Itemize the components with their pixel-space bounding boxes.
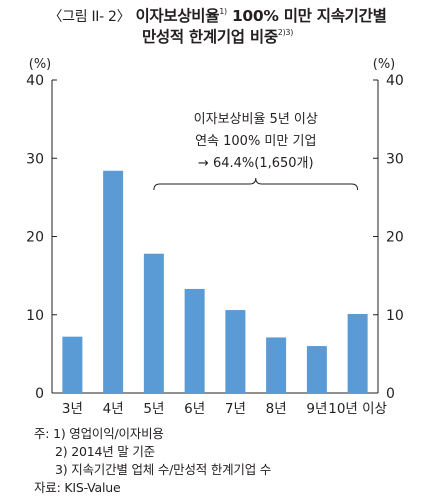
bar xyxy=(266,337,287,393)
y-tick-label-right: 10 xyxy=(386,308,404,324)
x-tick-label: 8년 xyxy=(266,401,287,417)
title-footnote-1: 1) xyxy=(219,7,227,16)
bar xyxy=(62,336,83,393)
x-tick-label: 4년 xyxy=(103,401,124,417)
y-tick-label-left: 20 xyxy=(26,230,44,246)
x-tick-label: 6년 xyxy=(184,401,205,417)
note-1: 주: 1) 영업이익/이자비용 xyxy=(34,426,164,441)
bar xyxy=(347,313,368,393)
bar xyxy=(225,310,246,393)
annotation-line-3: → 64.4%(1,650개) xyxy=(198,156,314,171)
y-unit-right: (%) xyxy=(373,57,396,72)
title-text-1: 이자보상비율 xyxy=(135,7,220,25)
note-2: 2) 2014년 말 기준 xyxy=(55,444,155,459)
chart-title-line1: 〈그림 II- 2〉 이자보상비율1) 100% 미만 지속기간별 xyxy=(0,4,435,26)
x-tick-label: 5년 xyxy=(143,401,164,417)
title-text-2: 만성적 한계기업 비중 xyxy=(141,28,278,46)
y-tick-label-left: 0 xyxy=(35,386,44,402)
figure-number: 〈그림 II- 2〉 xyxy=(48,9,131,25)
x-tick-label: 7년 xyxy=(225,401,246,417)
y-tick-label-left: 40 xyxy=(26,73,44,89)
source-note: 자료: KIS-Value xyxy=(34,480,121,495)
annotation-line-1: 이자보상비율 5년 이상 xyxy=(194,112,318,127)
y-tick-label-right: 30 xyxy=(386,151,404,167)
x-tick-label: 9년 xyxy=(306,401,327,417)
annotation-line-2: 연속 100% 미만 기업 xyxy=(195,134,316,149)
chart-title-line2: 만성적 한계기업 비중2)3) xyxy=(0,25,435,47)
annotation-bracket xyxy=(153,177,359,191)
bar xyxy=(306,346,327,393)
y-tick-label-left: 30 xyxy=(26,151,44,167)
note-3: 3) 지속기간별 업체 수/만성적 한계기업 수 xyxy=(55,462,272,477)
y-tick-label-right: 20 xyxy=(386,230,404,246)
footnotes: 주: 1) 영업이익/이자비용 2) 2014년 말 기준 3) 지속기간별 업… xyxy=(34,425,271,497)
title-text-1-rest: 100% 미만 지속기간별 xyxy=(226,7,387,25)
bar xyxy=(103,170,124,393)
y-tick-label-right: 40 xyxy=(386,73,404,89)
title-footnote-2: 2)3) xyxy=(277,28,294,37)
y-tick-label-left: 10 xyxy=(26,308,44,324)
x-tick-label: 10년 이상 xyxy=(328,401,387,417)
x-tick-label: 3년 xyxy=(62,401,83,417)
bar xyxy=(143,253,164,393)
bar-chart: (%) (%) 0 0 10 10 20 20 30 30 40 40 3년 4년 5년 6년 7년 8년 9년 10… xyxy=(26,57,404,417)
y-unit-left: (%) xyxy=(29,57,52,72)
bar xyxy=(184,288,205,393)
y-tick-label-right: 0 xyxy=(386,386,395,402)
